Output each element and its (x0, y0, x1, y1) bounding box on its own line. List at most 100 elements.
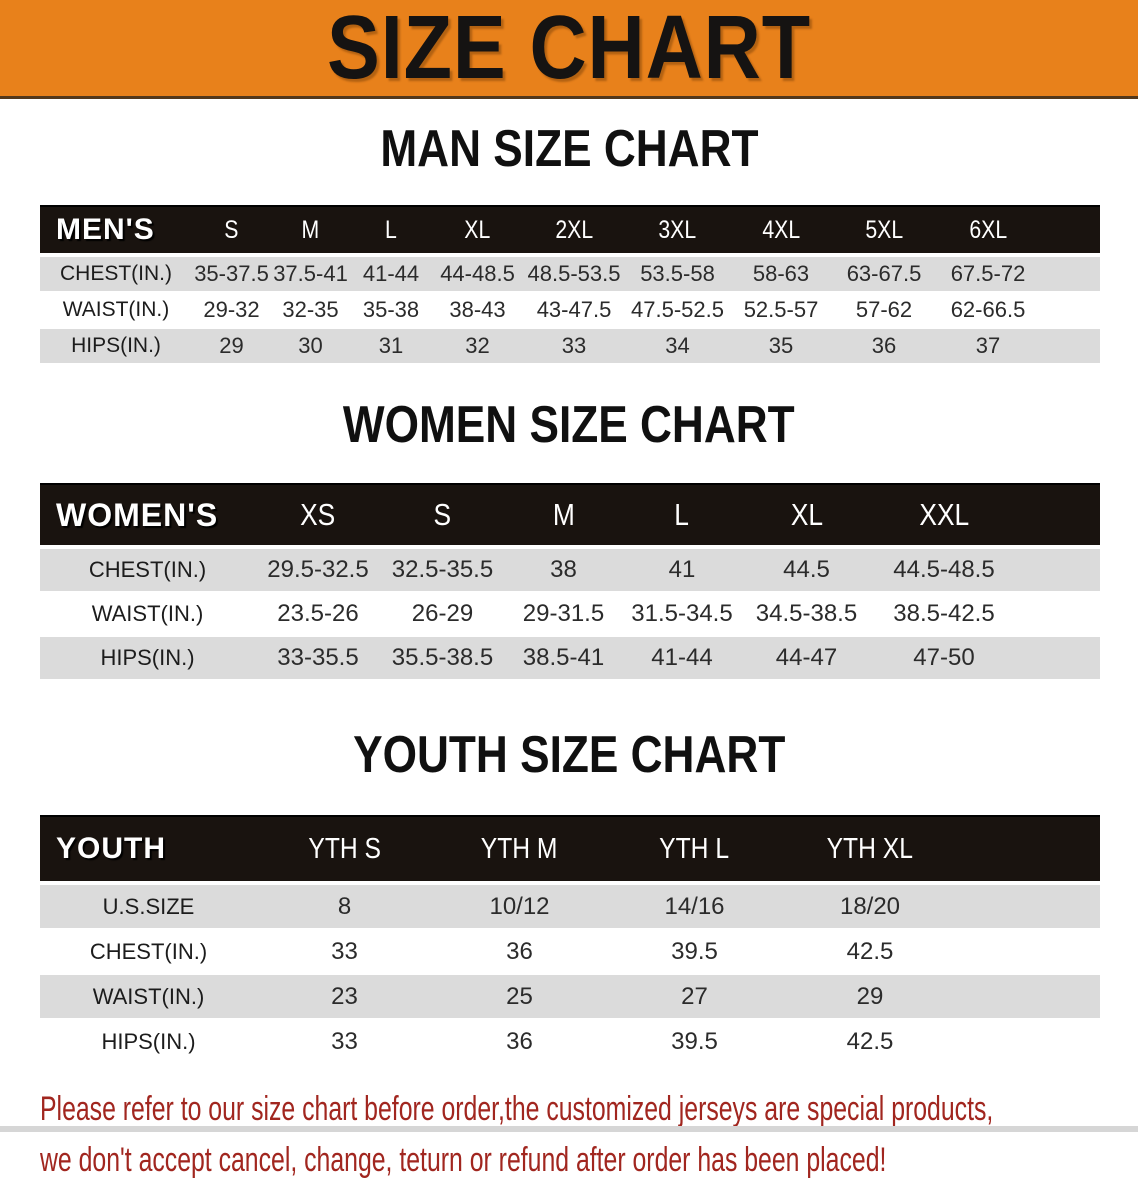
row-label: HIPS(IN.) (40, 327, 192, 365)
size-column-label: S (433, 497, 452, 532)
banner-title: SIZE CHART (327, 0, 811, 98)
youth-table-row: CHEST(IN.) 33 36 39.5 42.5 (40, 929, 1100, 974)
size-cell: 35 (730, 327, 832, 365)
size-cell: 8 (257, 882, 432, 930)
size-cell: 44.5-48.5 (872, 546, 1016, 593)
size-cell: 38-43 (432, 292, 523, 328)
women-size-column: XXL (872, 483, 1016, 549)
men-corner-label: MEN'S (40, 205, 192, 257)
size-cell: 63-67.5 (832, 254, 936, 293)
size-cell: 26-29 (381, 592, 504, 636)
size-cell: 38.5-41 (504, 635, 623, 681)
spacer-cell (958, 1019, 1100, 1063)
size-cell: 35-37.5 (192, 254, 271, 293)
size-column-label: L (385, 215, 397, 244)
disclaimer-line-2-text: we don't accept cancel, change, teturn o… (40, 1141, 887, 1179)
size-cell: 41-44 (623, 635, 741, 681)
spacer-cell (1040, 205, 1100, 257)
size-column-label: XS (300, 497, 336, 532)
size-cell: 33 (257, 1019, 432, 1063)
size-cell: 38 (504, 546, 623, 593)
size-cell: 53.5-58 (625, 254, 730, 293)
men-table-row: CHEST(IN.) 35-37.5 37.5-41 41-44 44-48.5 48.5… (40, 254, 1100, 293)
size-cell: 62-66.5 (936, 292, 1040, 328)
spacer-cell (1016, 483, 1100, 549)
size-cell: 39.5 (607, 1019, 782, 1063)
disclaimer-line-1-text: Please refer to our size chart before or… (40, 1090, 994, 1128)
size-chart-banner: SIZE CHART (0, 0, 1138, 99)
size-column-label: YTH M (481, 832, 558, 865)
spacer-cell (1016, 546, 1100, 593)
size-cell: 35-38 (350, 292, 432, 328)
spacer-cell (958, 815, 1100, 885)
men-table-row: WAIST(IN.) 29-32 32-35 35-38 38-43 43-47.5 47.… (40, 292, 1100, 328)
size-cell: 57-62 (832, 292, 936, 328)
men-section-heading-text: MAN SIZE CHART (379, 120, 759, 178)
size-cell: 52.5-57 (730, 292, 832, 328)
women-size-column: M (504, 483, 623, 549)
size-cell: 42.5 (782, 1019, 958, 1063)
men-size-column: 5XL (832, 205, 936, 257)
women-size-column: XS (255, 483, 381, 549)
size-cell: 31.5-34.5 (623, 592, 741, 636)
row-label: U.S.SIZE (40, 882, 257, 930)
youth-size-column: YTH S (257, 815, 432, 885)
row-label: HIPS(IN.) (40, 1019, 257, 1063)
men-section-heading: MAN SIZE CHART (0, 123, 1138, 185)
men-size-column: S (192, 205, 271, 257)
size-cell: 35.5-38.5 (381, 635, 504, 681)
youth-size-column: YTH M (432, 815, 607, 885)
size-column-label: 3XL (658, 215, 697, 244)
size-column-label: S (224, 215, 239, 244)
spacer-cell (958, 973, 1100, 1020)
size-cell: 67.5-72 (936, 254, 1040, 293)
size-cell: 34 (625, 327, 730, 365)
row-label: CHEST(IN.) (40, 929, 257, 974)
row-label: WAIST(IN.) (40, 973, 257, 1020)
size-column-label: 4XL (762, 215, 800, 244)
size-cell: 27 (607, 973, 782, 1020)
size-cell: 36 (832, 327, 936, 365)
size-cell: 47.5-52.5 (625, 292, 730, 328)
size-cell: 32.5-35.5 (381, 546, 504, 593)
size-cell: 43-47.5 (523, 292, 625, 328)
youth-table-row: WAIST(IN.) 23 25 27 29 (40, 973, 1100, 1020)
size-cell: 33 (257, 929, 432, 974)
size-column-label: XL (464, 215, 491, 244)
men-size-column: XL (432, 205, 523, 257)
women-size-column: XL (741, 483, 872, 549)
youth-size-table: YOUTH YTH S YTH M YTH L YTH XL U.S.SIZE 8 10/12… (40, 815, 1100, 1063)
size-column-label: 2XL (555, 215, 593, 244)
size-cell: 29 (782, 973, 958, 1020)
women-section-heading-text: WOMEN SIZE CHART (343, 396, 795, 454)
size-cell: 10/12 (432, 882, 607, 930)
men-header-row: MEN'S S M L XL 2XL 3XL 4XL 5XL 6XL (40, 205, 1100, 257)
size-column-label: M (301, 215, 320, 244)
youth-header-row: YOUTH YTH S YTH M YTH L YTH XL (40, 815, 1100, 885)
men-size-column: M (271, 205, 350, 257)
size-column-label: YTH L (659, 832, 730, 865)
size-cell: 33 (523, 327, 625, 365)
men-size-table: MEN'S S M L XL 2XL 3XL 4XL 5XL 6XL CHEST(IN.) 35-37… (40, 205, 1100, 365)
size-cell: 30 (271, 327, 350, 365)
size-column-label: XXL (919, 497, 969, 532)
size-cell: 38.5-42.5 (872, 592, 1016, 636)
row-label: WAIST(IN.) (40, 592, 255, 636)
spacer-cell (1040, 292, 1100, 328)
size-cell: 29 (192, 327, 271, 365)
disclaimer-line-1: Please refer to our size chart before or… (40, 1087, 1138, 1138)
size-cell: 44-48.5 (432, 254, 523, 293)
women-size-column: L (623, 483, 741, 549)
spacer-cell (958, 929, 1100, 974)
size-cell: 33-35.5 (255, 635, 381, 681)
women-size-table: WOMEN'S XS S M L XL XXL CHEST(IN.) 29.5-32.5 32.5… (40, 483, 1100, 681)
men-size-column: L (350, 205, 432, 257)
size-column-label: YTH XL (826, 832, 914, 865)
size-cell: 44-47 (741, 635, 872, 681)
size-cell: 36 (432, 1019, 607, 1063)
women-table-row: WAIST(IN.) 23.5-26 26-29 29-31.5 31.5-34.5 34… (40, 592, 1100, 636)
size-cell: 48.5-53.5 (523, 254, 625, 293)
youth-table-row: U.S.SIZE 8 10/12 14/16 18/20 (40, 882, 1100, 930)
size-cell: 32-35 (271, 292, 350, 328)
size-cell: 25 (432, 973, 607, 1020)
